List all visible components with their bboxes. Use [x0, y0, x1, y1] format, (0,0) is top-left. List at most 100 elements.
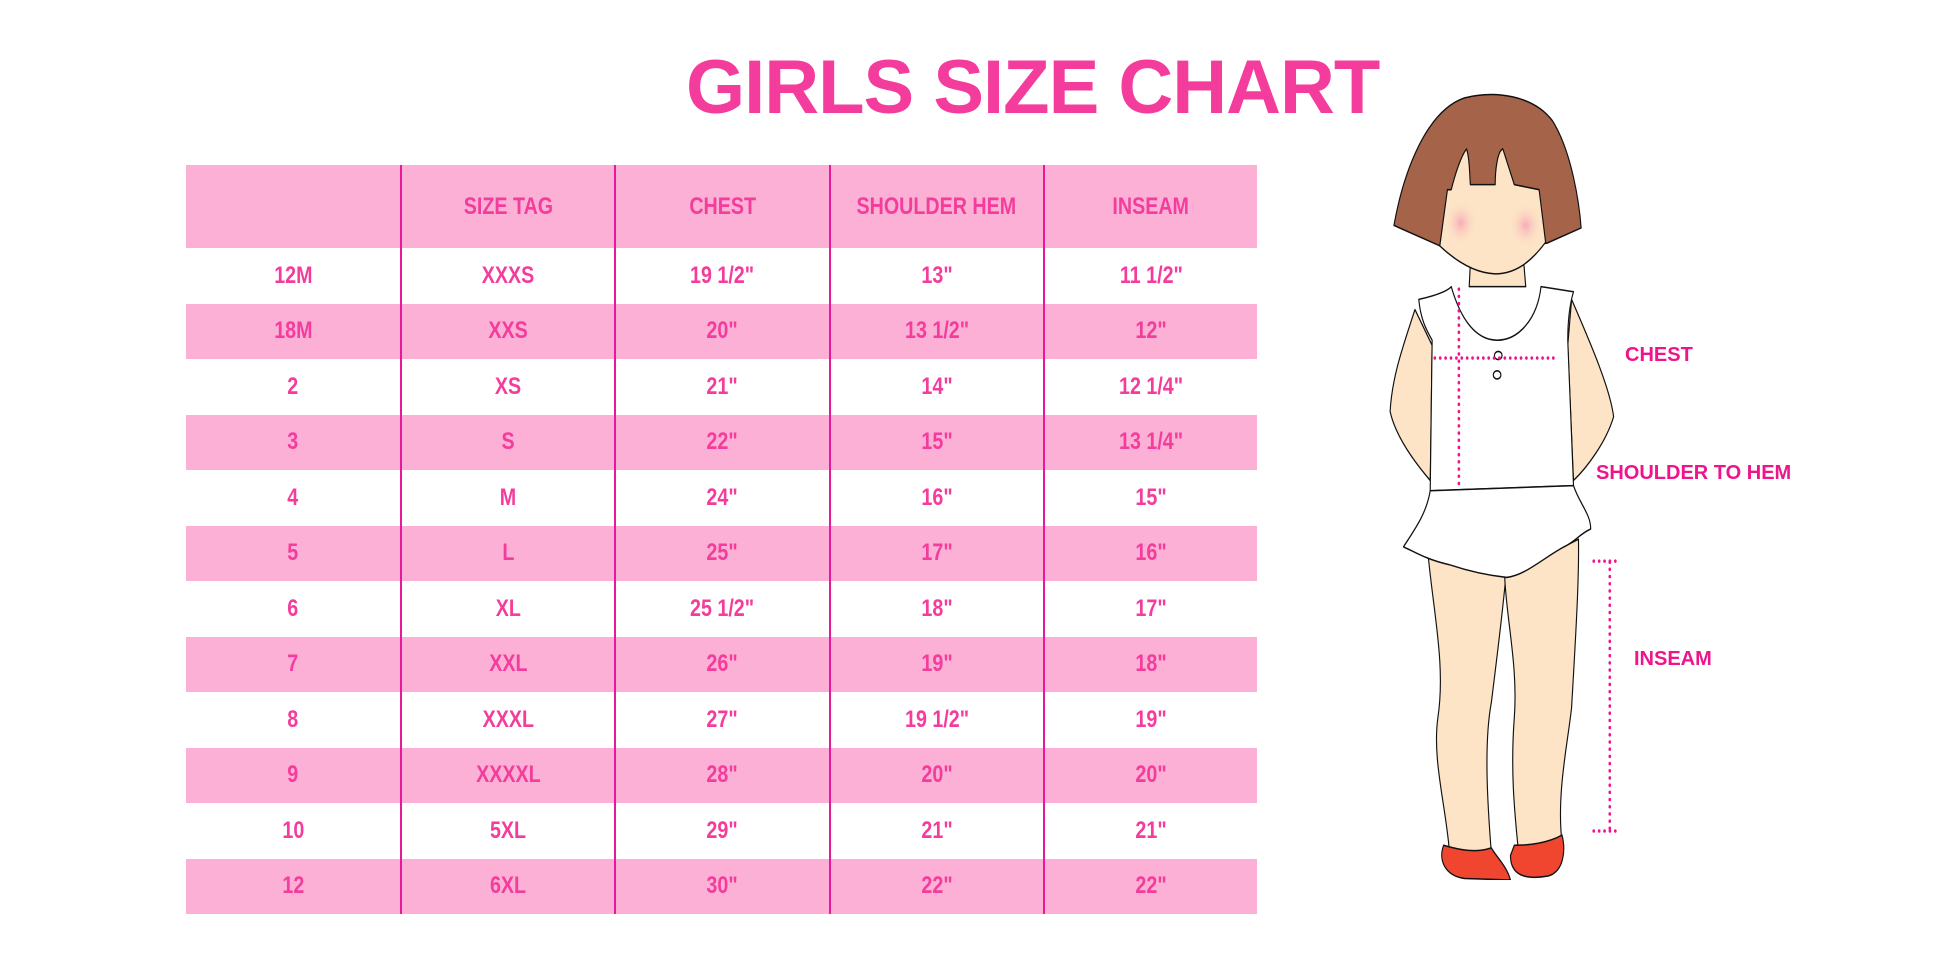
cell-value: 18" [1135, 650, 1167, 678]
table-cell: XXXXL [400, 747, 614, 803]
cell-value: 15" [1135, 483, 1167, 511]
table-cell: M [400, 470, 614, 526]
table-cell: XXXL [400, 692, 614, 748]
shirt [1418, 285, 1575, 492]
inseam-label: INSEAM [1634, 648, 1712, 670]
table-cell: 16" [828, 470, 1043, 526]
cell-value: 13 1/2" [904, 317, 969, 345]
cell-value: 5XL [490, 816, 527, 844]
cell-value: 12 [282, 872, 305, 900]
table-cell: 12 1/4" [1042, 359, 1257, 415]
column-header-label: CHEST [689, 192, 756, 220]
cell-value: L [502, 539, 515, 567]
cell-value: 19" [921, 650, 953, 678]
table-cell: 7 [186, 637, 400, 693]
cell-value: M [500, 483, 517, 511]
chest-label: CHEST [1625, 344, 1693, 366]
table-cell: 26" [614, 636, 828, 692]
table-cell: 28" [614, 747, 828, 803]
table-cell: 4 [186, 470, 400, 526]
right-leg [1504, 538, 1580, 849]
cell-value: XXXL [482, 705, 534, 733]
cell-value: XXXXL [476, 761, 541, 789]
cell-value: 20" [706, 317, 739, 345]
cell-value: 26" [706, 650, 739, 678]
column-header-label: INSEAM [1112, 192, 1190, 220]
table-cell: 20" [828, 747, 1043, 803]
cell-value: 10 [282, 816, 305, 844]
table-cell: 22" [1042, 858, 1257, 914]
cell-value: 13 1/4" [1118, 428, 1183, 456]
cell-value: 4 [287, 483, 299, 511]
table-row: 7 XXL 26" 19" 18" [186, 636, 1257, 693]
cell-value: 16" [921, 483, 953, 511]
left-leg [1427, 556, 1507, 854]
table-cell: 19 1/2" [828, 692, 1043, 748]
table-cell: XXL [400, 636, 614, 692]
table-cell: 24" [614, 470, 828, 526]
table-cell: L [400, 525, 614, 581]
table-row: 2 XS 21" 14" 12 1/4" [186, 359, 1257, 415]
table-cell: 6XL [400, 858, 614, 914]
table-cell: 12 [186, 859, 400, 915]
left-shoe [1441, 844, 1512, 880]
table-row: 3 S 22" 15" 13 1/4" [186, 414, 1257, 471]
table-cell: 20" [1042, 747, 1257, 803]
girl-measurement-illustration [1389, 93, 1620, 880]
table-header-row: SIZE TAG CHEST SHOULDER HEM INSEAM [186, 165, 1257, 248]
table-cell: 12" [1042, 303, 1257, 359]
cell-value: 19" [1135, 705, 1167, 733]
table-cell: 22" [614, 414, 828, 470]
table-cell: 9 [186, 748, 400, 804]
cell-value: XXXS [482, 261, 535, 289]
cell-value: 27" [706, 705, 739, 733]
page-title: GIRLS SIZE CHART [686, 45, 1380, 130]
cell-value: 7 [287, 650, 299, 678]
shoulder-to-hem-label: SHOULDER TO HEM [1596, 462, 1792, 484]
cell-value: 18" [921, 594, 953, 622]
shirt-button [1492, 370, 1502, 380]
cell-value: 17" [1135, 594, 1167, 622]
left-cheek-blush [1443, 199, 1478, 246]
table-cell: 3 [186, 415, 400, 471]
table-cell: 13 1/2" [828, 303, 1043, 359]
cell-value: 12 1/4" [1118, 372, 1183, 400]
table-row: 4 M 24" 16" 15" [186, 470, 1257, 526]
table-row: 6 XL 25 1/2" 18" 17" [186, 581, 1257, 637]
cell-value: 19 1/2" [904, 705, 969, 733]
table-cell: 15" [1042, 470, 1257, 526]
cell-value: 21" [1135, 816, 1167, 844]
cell-value: XL [495, 594, 521, 622]
left-arm [1389, 308, 1433, 482]
cell-value: 20" [921, 761, 953, 789]
table-cell: 13 1/4" [1042, 414, 1257, 470]
table-row: 12M XXXS 19 1/2" 13" 11 1/2" [186, 248, 1257, 304]
table-cell: 20" [614, 303, 828, 359]
cell-value: 22" [921, 872, 953, 900]
cell-value: 14" [921, 372, 953, 400]
skirt-ruffle [1402, 484, 1592, 579]
table-cell: XXXS [400, 248, 614, 304]
cell-value: 5 [287, 539, 299, 567]
column-header: SHOULDER HEM [828, 165, 1043, 248]
table-cell: 21" [1042, 803, 1257, 859]
table-cell: 18" [828, 581, 1043, 637]
table-cell: 17" [1042, 581, 1257, 637]
table-cell: 14" [828, 359, 1043, 415]
cell-value: 22" [1135, 872, 1167, 900]
cell-value: 19 1/2" [690, 261, 755, 289]
cell-value: 2 [287, 372, 299, 400]
cell-value: 29" [706, 816, 739, 844]
cell-value: 21" [706, 372, 739, 400]
column-header-label: SHOULDER HEM [856, 192, 1017, 220]
cell-value: 12M [273, 261, 313, 289]
table-cell: 12M [186, 248, 400, 304]
column-header [186, 165, 400, 248]
right-shoe [1509, 834, 1565, 879]
table-cell: S [400, 414, 614, 470]
table-cell: 29" [614, 803, 828, 859]
table-row: 5 L 25" 17" 16" [186, 525, 1257, 581]
cell-value: 12" [1135, 317, 1167, 345]
table-cell: 22" [828, 858, 1043, 914]
table-cell: 5XL [400, 803, 614, 859]
